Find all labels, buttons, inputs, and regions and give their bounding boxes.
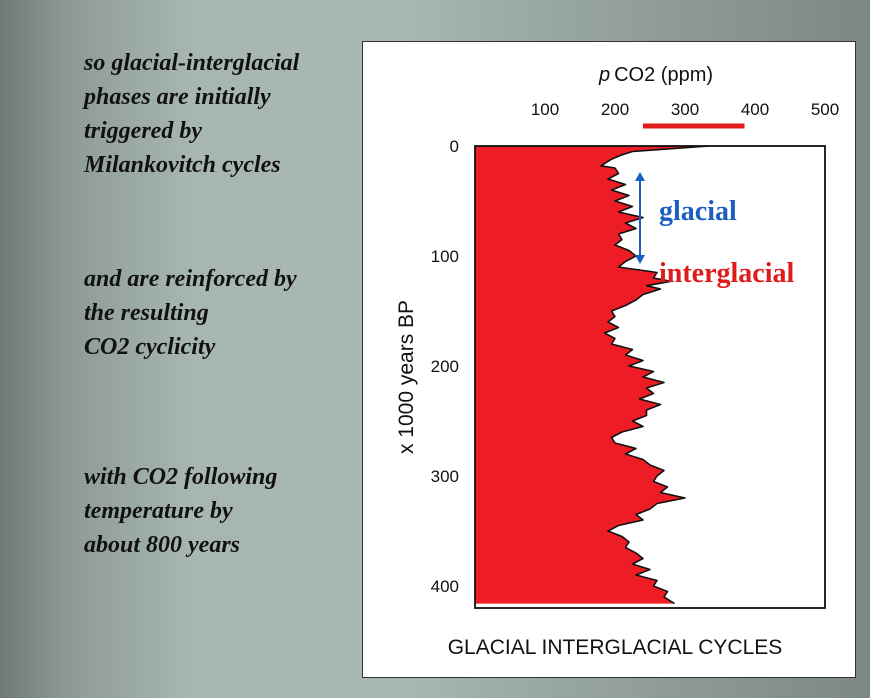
note-line: CO2 cyclicity bbox=[84, 334, 216, 360]
y-tick-labels: 0 100 200 300 400 bbox=[431, 137, 459, 596]
x-tick-label: 400 bbox=[741, 100, 769, 119]
interglacial-label: interglacial bbox=[659, 258, 795, 289]
x-tick-label: 500 bbox=[811, 100, 839, 119]
arrow-head-up-icon bbox=[635, 172, 645, 181]
y-tick-label: 200 bbox=[431, 357, 459, 376]
y-tick-label: 100 bbox=[431, 247, 459, 266]
note-line: triggered by bbox=[84, 118, 202, 144]
plot-area bbox=[474, 123, 826, 609]
plot-frame bbox=[474, 145, 826, 609]
co2-fill-area bbox=[475, 146, 710, 604]
x-tick-label: 100 bbox=[531, 100, 559, 119]
x-tick-label: 200 bbox=[601, 100, 629, 119]
note-line: so glacial-interglacial bbox=[84, 50, 300, 76]
chart-title: GLACIAL INTERGLACIAL CYCLES bbox=[448, 636, 783, 659]
glacial-label: glacial bbox=[659, 196, 737, 227]
note-line: with CO2 following bbox=[84, 464, 278, 490]
note-line: about 800 years bbox=[84, 532, 240, 558]
y-axis-label: x 1000 years BP bbox=[395, 300, 418, 454]
note-milankovitch: so glacial-interglacial phases are initi… bbox=[84, 46, 354, 182]
x-axis-label-text: CO2 (ppm) bbox=[614, 64, 713, 86]
x-axis-label-prefix: p bbox=[598, 64, 610, 86]
co2-chart: p CO2 (ppm) 100 200 300 400 500 0 100 200 300 400… bbox=[395, 64, 839, 659]
arrow-head-down-icon bbox=[635, 255, 645, 264]
note-co2-lag: with CO2 following temperature by about … bbox=[84, 460, 354, 562]
y-tick-label: 400 bbox=[431, 577, 459, 596]
note-line: the resulting bbox=[84, 300, 209, 326]
note-line: and are reinforced by bbox=[84, 266, 297, 292]
x-tick-label: 300 bbox=[671, 100, 699, 119]
chart-panel: p CO2 (ppm) 100 200 300 400 500 0 100 200 300 400… bbox=[362, 41, 856, 678]
note-co2-cyclicity: and are reinforced by the resulting CO2 … bbox=[84, 262, 354, 364]
x-axis-label: p CO2 (ppm) bbox=[598, 64, 713, 86]
note-line: phases are initially bbox=[84, 84, 271, 110]
x-tick-labels: 100 200 300 400 500 bbox=[531, 100, 839, 119]
note-line: Milankovitch cycles bbox=[84, 152, 281, 178]
note-line: temperature by bbox=[84, 498, 233, 524]
y-tick-label: 0 bbox=[450, 137, 459, 156]
y-tick-label: 300 bbox=[431, 467, 459, 486]
